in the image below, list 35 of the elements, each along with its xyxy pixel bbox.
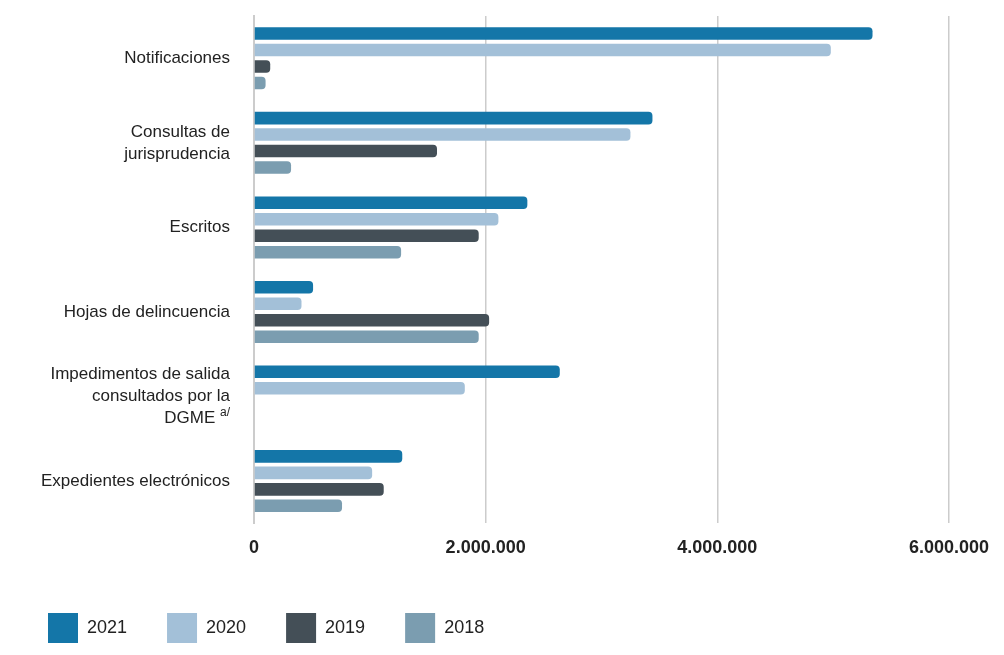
bar <box>254 229 479 242</box>
bar <box>254 313 490 327</box>
y-tick-label: Notificaciones <box>124 47 230 67</box>
bar <box>254 499 343 513</box>
y-tick-label: Hojas de delincuencia <box>63 301 231 321</box>
bar <box>254 27 873 40</box>
bar <box>254 144 438 158</box>
bar <box>254 128 631 141</box>
y-tick-label: Consultas de jurisprudencia <box>123 121 231 163</box>
legend-label: 2018 <box>444 616 485 637</box>
x-tick-label: 2.000.000 <box>445 537 526 558</box>
bar <box>254 161 292 174</box>
bar <box>254 60 271 73</box>
x-tick-label: 6.000.000 <box>908 537 989 558</box>
bar <box>254 245 402 259</box>
legend-label: 2020 <box>206 616 247 637</box>
x-tick-label: 0 <box>248 537 260 558</box>
bar <box>254 365 560 379</box>
y-tick-label: Escritos <box>169 217 231 237</box>
y-tick-label: Impedimentos de salida consultados por la DGME a/ <box>50 364 231 428</box>
bar <box>254 483 384 496</box>
bar <box>254 450 403 463</box>
bar <box>254 212 499 226</box>
bar <box>254 330 479 343</box>
bar <box>254 280 314 294</box>
y-tick-label: Expedientes electrónicos <box>41 470 231 490</box>
bar <box>254 43 831 57</box>
x-tick-label: 4.000.000 <box>677 537 758 558</box>
bar <box>254 111 653 125</box>
bar <box>254 297 302 310</box>
bar <box>254 196 528 209</box>
bar <box>254 382 465 395</box>
legend-label: 2019 <box>325 616 366 637</box>
bar <box>254 466 373 480</box>
legend-label: 2021 <box>87 616 128 637</box>
